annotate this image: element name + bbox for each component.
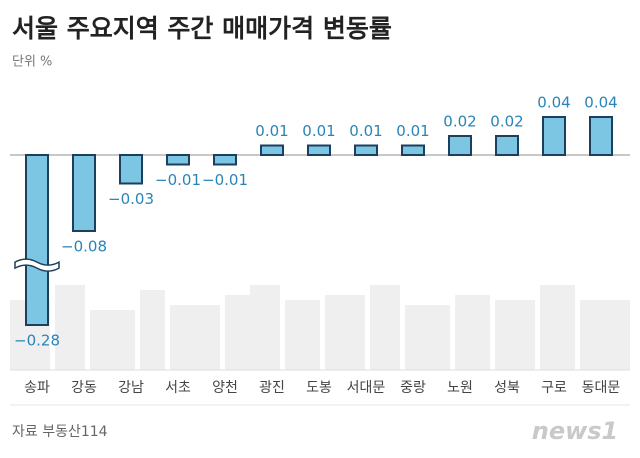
value-label: 0.01: [349, 122, 382, 140]
x-tick-label: 동대문: [582, 380, 621, 396]
bar: [354, 144, 378, 156]
x-tick-label: 서초: [165, 380, 191, 396]
x-tick-label: 구로: [541, 380, 567, 396]
x-tick-label: 양천: [212, 380, 238, 396]
x-tick-label: 광진: [259, 380, 285, 396]
value-label: 0.01: [302, 122, 335, 140]
value-label: 0.04: [537, 94, 570, 112]
x-tick-label: 중랑: [400, 380, 426, 396]
x-tick-label: 도봉: [306, 380, 332, 396]
value-label: −0.28: [14, 332, 60, 350]
x-tick-label: 성북: [494, 380, 520, 396]
value-label: −0.08: [61, 238, 107, 256]
bar: [589, 116, 613, 156]
value-label: −0.03: [108, 190, 154, 208]
value-label: −0.01: [155, 171, 201, 189]
axis-break: [14, 258, 60, 272]
bar: [166, 154, 190, 166]
bar: [542, 116, 566, 156]
x-tick-label: 강남: [118, 380, 144, 396]
value-label: 0.02: [490, 113, 523, 131]
value-label: −0.01: [202, 171, 248, 189]
x-tick-label: 강동: [71, 380, 97, 396]
unit-label: 단위 %: [12, 55, 52, 70]
bar: [260, 144, 284, 156]
x-tick-label: 노원: [447, 380, 473, 396]
x-tick-label: 서대문: [347, 380, 386, 396]
chart-title: 서울 주요지역 주간 매매가격 변동률: [12, 14, 392, 43]
value-label: 0.04: [584, 94, 617, 112]
value-label: 0.01: [396, 122, 429, 140]
value-label: 0.02: [443, 113, 476, 131]
bar: [307, 144, 331, 156]
bar: [213, 154, 237, 166]
bar: [401, 144, 425, 156]
x-tick-label: 송파: [24, 380, 50, 396]
bar: [448, 135, 472, 156]
bar: [119, 154, 143, 185]
value-label: 0.01: [255, 122, 288, 140]
bar: [25, 154, 49, 326]
logo: news1: [532, 417, 619, 445]
source: 자료 부동산114: [12, 424, 108, 440]
bar: [72, 154, 96, 232]
bar: [495, 135, 519, 156]
